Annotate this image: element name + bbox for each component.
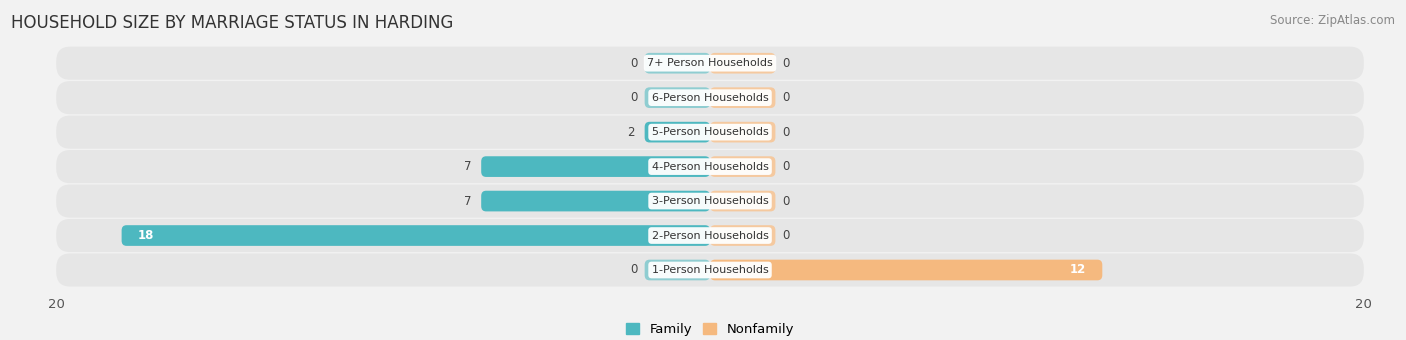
FancyBboxPatch shape (710, 87, 776, 108)
Text: 0: 0 (782, 194, 789, 207)
Text: 5-Person Households: 5-Person Households (651, 127, 769, 137)
FancyBboxPatch shape (56, 150, 1364, 183)
Text: Source: ZipAtlas.com: Source: ZipAtlas.com (1270, 14, 1395, 27)
FancyBboxPatch shape (56, 116, 1364, 149)
FancyBboxPatch shape (56, 81, 1364, 114)
Legend: Family, Nonfamily: Family, Nonfamily (620, 318, 800, 340)
Text: 0: 0 (782, 126, 789, 139)
Text: 0: 0 (631, 57, 638, 70)
FancyBboxPatch shape (644, 53, 710, 73)
Text: 0: 0 (631, 264, 638, 276)
Text: 0: 0 (782, 160, 789, 173)
FancyBboxPatch shape (56, 185, 1364, 218)
Text: HOUSEHOLD SIZE BY MARRIAGE STATUS IN HARDING: HOUSEHOLD SIZE BY MARRIAGE STATUS IN HAR… (11, 14, 454, 32)
FancyBboxPatch shape (644, 87, 710, 108)
Text: 6-Person Households: 6-Person Households (651, 93, 769, 103)
FancyBboxPatch shape (710, 122, 776, 142)
Text: 1-Person Households: 1-Person Households (651, 265, 769, 275)
Text: 7: 7 (464, 160, 471, 173)
Text: 0: 0 (782, 57, 789, 70)
FancyBboxPatch shape (710, 225, 776, 246)
FancyBboxPatch shape (481, 156, 710, 177)
Text: 7+ Person Households: 7+ Person Households (647, 58, 773, 68)
FancyBboxPatch shape (710, 156, 776, 177)
FancyBboxPatch shape (121, 225, 710, 246)
FancyBboxPatch shape (56, 47, 1364, 80)
Text: 7: 7 (464, 194, 471, 207)
FancyBboxPatch shape (644, 260, 710, 280)
Text: 0: 0 (782, 229, 789, 242)
Text: 0: 0 (782, 91, 789, 104)
Text: 3-Person Households: 3-Person Households (651, 196, 769, 206)
FancyBboxPatch shape (644, 122, 710, 142)
FancyBboxPatch shape (710, 191, 776, 211)
FancyBboxPatch shape (710, 260, 1102, 280)
Text: 18: 18 (138, 229, 155, 242)
FancyBboxPatch shape (710, 53, 776, 73)
Text: 4-Person Households: 4-Person Households (651, 162, 769, 172)
Text: 12: 12 (1070, 264, 1085, 276)
Text: 0: 0 (631, 91, 638, 104)
FancyBboxPatch shape (56, 253, 1364, 287)
Text: 2-Person Households: 2-Person Households (651, 231, 769, 240)
Text: 2: 2 (627, 126, 636, 139)
FancyBboxPatch shape (481, 191, 710, 211)
FancyBboxPatch shape (56, 219, 1364, 252)
